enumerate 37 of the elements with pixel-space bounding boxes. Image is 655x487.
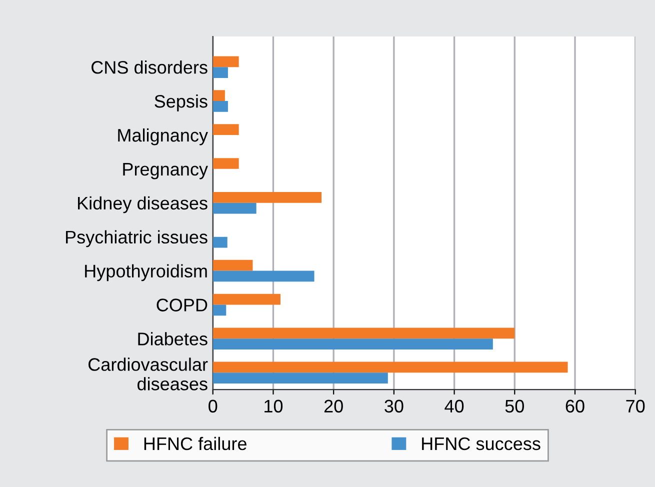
- bar: [212, 338, 493, 350]
- bar: [212, 362, 568, 373]
- y-tick-label: Malignancy: [118, 128, 208, 146]
- x-tick-label: 50: [505, 400, 524, 413]
- x-tick-label: 20: [324, 400, 343, 413]
- x-tick-label: 30: [384, 400, 404, 413]
- bar: [212, 124, 239, 135]
- bar: [212, 270, 314, 282]
- bar: [212, 101, 228, 112]
- bar: [212, 192, 322, 203]
- y-tick-label: COPD: [156, 298, 208, 312]
- bar: [212, 202, 256, 214]
- legend-label: HFNC failure: [144, 436, 246, 450]
- y-tick-label: Pregnancy: [123, 163, 208, 180]
- bar: [212, 328, 515, 339]
- y-tick-label: Diabetes: [138, 332, 208, 346]
- bar: [212, 67, 228, 78]
- bar: [212, 236, 228, 248]
- bar: [212, 372, 388, 384]
- bar: [212, 304, 226, 316]
- x-tick-label: 10: [264, 400, 283, 413]
- y-tick-label: Hypothyroidism: [85, 264, 207, 282]
- y-tick-label: Cardiovascular diseases: [88, 358, 208, 390]
- y-tick-label: Psychiatric issues: [66, 230, 208, 248]
- bar: [212, 158, 239, 169]
- x-tick-label: 40: [444, 400, 464, 413]
- legend-label: HFNC success: [422, 437, 540, 450]
- y-tick-label: CNS disorders: [92, 60, 208, 74]
- bar: [212, 56, 239, 68]
- y-tick-label: Kidney diseases: [78, 196, 208, 214]
- x-tick-label: 60: [566, 400, 584, 413]
- y-tick-label: Sepsis: [154, 94, 208, 112]
- bar: [212, 260, 253, 271]
- x-tick-label: 70: [626, 400, 645, 413]
- x-tick-label: 0: [208, 400, 218, 413]
- bar: [212, 90, 225, 102]
- bar: [212, 294, 280, 305]
